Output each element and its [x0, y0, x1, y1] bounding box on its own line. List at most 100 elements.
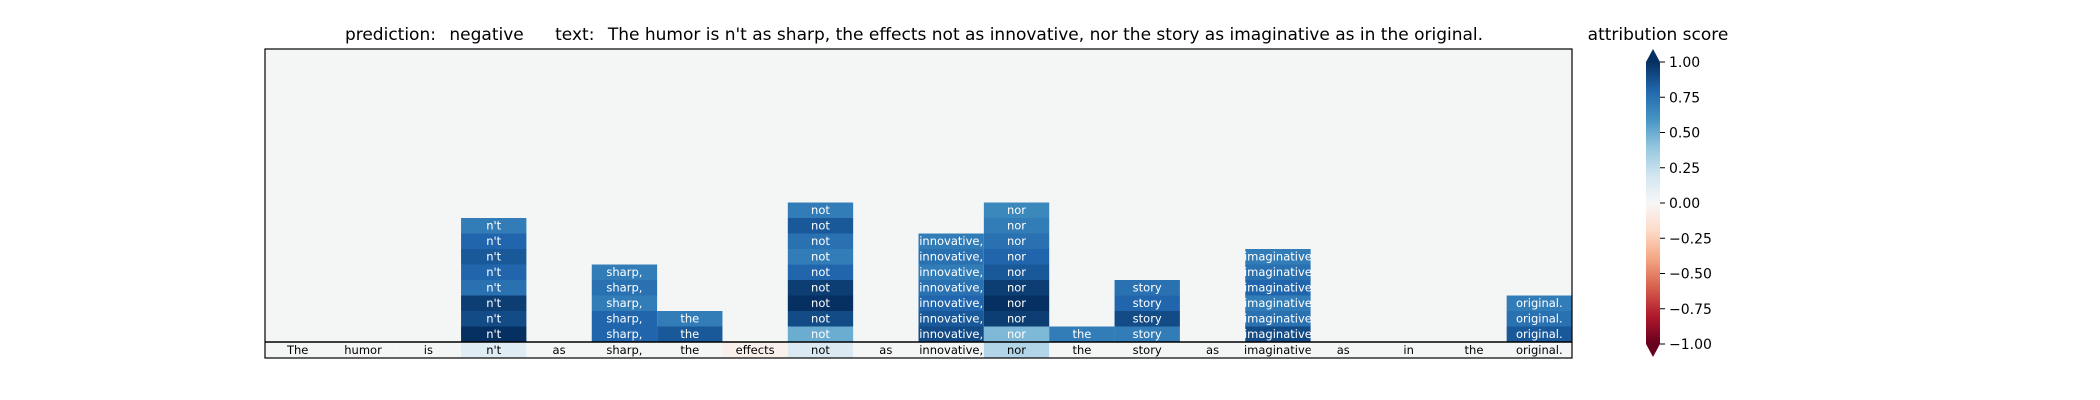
token-cell	[461, 342, 527, 358]
token-cell	[265, 342, 331, 358]
attribution-cell-label: n't	[486, 281, 501, 295]
attribution-cell	[787, 202, 854, 218]
attribution-cell-label: nor	[1007, 250, 1026, 264]
colorbar-tick-label: 0.50	[1669, 126, 1700, 142]
attribution-cell	[1245, 264, 1311, 280]
attribution-cell-label: innovative,	[919, 234, 983, 248]
attribution-cell-label: n't	[486, 234, 501, 248]
token-label: The	[286, 343, 308, 357]
colorbar-label: attribution score	[1588, 25, 1729, 45]
attribution-cell	[918, 326, 984, 342]
attribution-cell	[657, 311, 723, 327]
token-cell	[1245, 342, 1311, 358]
attribution-cell	[591, 295, 658, 311]
attribution-cell	[1506, 326, 1572, 342]
attribution-cell-label: not	[811, 265, 830, 279]
attribution-cell	[1245, 311, 1311, 327]
attribution-cell-label: nor	[1007, 265, 1026, 279]
token-label: the	[1072, 343, 1091, 357]
attribution-cell	[787, 249, 854, 265]
token-cell	[1114, 342, 1180, 358]
attribution-cell	[918, 295, 984, 311]
attribution-cell-label: original.	[1516, 312, 1563, 326]
attribution-cell	[983, 233, 1050, 249]
attribution-cell-label: sharp,	[606, 312, 642, 326]
token-label: is	[424, 343, 433, 357]
colorbar-ticks: 1.00 0.75 0.50 0.25 0.00 −0.25 −0.50 −0.75 −1.00	[1660, 55, 1712, 353]
attribution-cell-label: n't	[486, 312, 501, 326]
attribution-cell	[1245, 295, 1311, 311]
attribution-cell-label: n't	[486, 327, 501, 341]
attribution-cell	[787, 311, 854, 327]
token-cell	[1441, 342, 1507, 358]
token-cell	[1179, 342, 1246, 358]
attribution-cell	[918, 280, 984, 296]
token-label: as	[1206, 343, 1219, 357]
attribution-cell	[1245, 280, 1311, 296]
attribution-cell	[591, 264, 658, 280]
attribution-cell-label: the	[1072, 327, 1091, 341]
attribution-cell-label: nor	[1007, 203, 1026, 217]
attribution-cell-label: not	[811, 219, 830, 233]
attribution-cell-label: original.	[1516, 327, 1563, 341]
attribution-cell	[1506, 295, 1572, 311]
attribution-cell-label: sharp,	[606, 265, 642, 279]
attribution-cell-label: story	[1133, 312, 1162, 326]
attribution-cells: n'tn'tn'tn'tn'tn'tn'tn'tsharp,sharp,shar…	[461, 202, 1572, 342]
attribution-cell-label: story	[1133, 327, 1162, 341]
colorbar-tick-label: 0.00	[1669, 196, 1700, 212]
token-cell	[657, 342, 723, 358]
attribution-cell-label: imaginative	[1244, 312, 1312, 326]
attribution-cell	[918, 311, 984, 327]
attribution-cell-label: sharp,	[606, 327, 642, 341]
chart-title: prediction: negative text: The humor is …	[345, 25, 1483, 45]
attribution-cell-label: not	[811, 296, 830, 310]
attribution-cell	[918, 264, 984, 280]
attribution-cell-label: nor	[1007, 327, 1026, 341]
attribution-cell	[983, 280, 1050, 296]
attribution-cell-label: not	[811, 234, 830, 248]
colorbar-tick-label: 0.25	[1669, 161, 1700, 177]
attribution-cell-label: n't	[486, 219, 501, 233]
token-label: as	[553, 343, 566, 357]
token-cell	[1310, 342, 1376, 358]
attribution-cell	[983, 311, 1050, 327]
attribution-cell-label: imaginative	[1244, 281, 1312, 295]
token-label: the	[680, 343, 699, 357]
token-label: original.	[1516, 343, 1563, 357]
token-label: story	[1133, 343, 1162, 357]
attribution-cell-label: nor	[1007, 281, 1026, 295]
token-cell	[1506, 342, 1572, 358]
colorbar-tick-label: −0.75	[1669, 302, 1712, 318]
attribution-cell	[983, 264, 1050, 280]
attribution-cell	[1049, 326, 1115, 342]
attribution-cell-label: innovative,	[919, 296, 983, 310]
token-cell	[918, 342, 984, 358]
attribution-cell	[787, 233, 854, 249]
colorbar-tick-label: −0.25	[1669, 231, 1712, 247]
token-label: effects	[736, 343, 775, 357]
colorbar-tick-label: 0.75	[1669, 90, 1700, 106]
token-label: innovative,	[919, 343, 983, 357]
attribution-cell-label: not	[811, 327, 830, 341]
token-cell	[787, 342, 854, 358]
attribution-cell	[461, 233, 527, 249]
token-cell	[1375, 342, 1442, 358]
attribution-cell	[787, 264, 854, 280]
attribution-cell-label: the	[680, 312, 699, 326]
attribution-cell	[657, 326, 723, 342]
token-label: as	[1337, 343, 1350, 357]
attribution-cell-label: innovative,	[919, 265, 983, 279]
attribution-cell	[461, 218, 527, 234]
attribution-cell	[787, 218, 854, 234]
attribution-cell	[918, 233, 984, 249]
attribution-cell	[1114, 326, 1180, 342]
token-label: the	[1465, 343, 1484, 357]
attribution-cell	[983, 249, 1050, 265]
token-cell	[591, 342, 658, 358]
attribution-cell-label: n't	[486, 265, 501, 279]
attribution-cell-label: not	[811, 203, 830, 217]
attribution-cell	[591, 326, 658, 342]
prediction-value: negative	[449, 25, 523, 45]
